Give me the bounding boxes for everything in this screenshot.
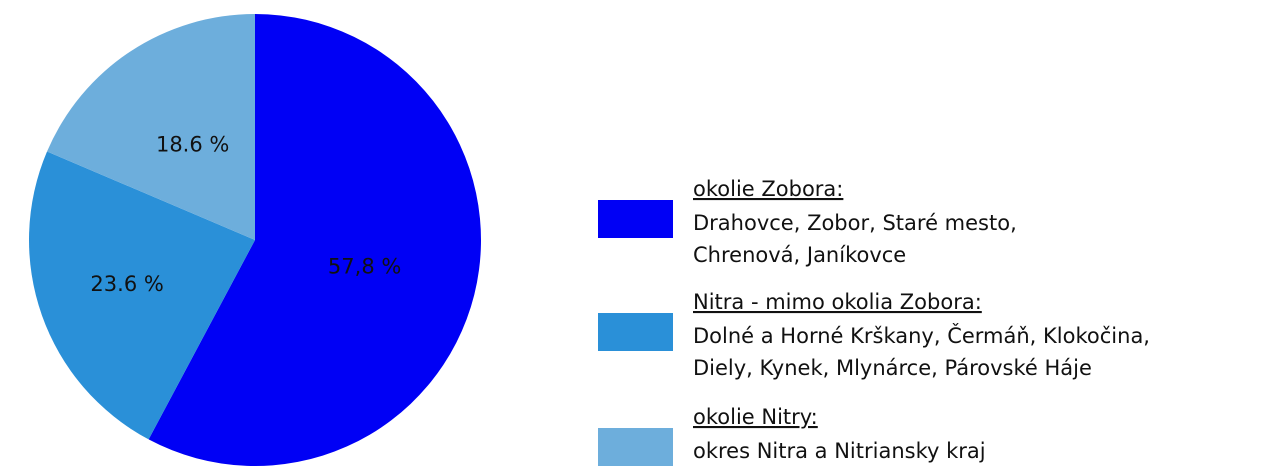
slice-label: 23.6 % bbox=[90, 272, 163, 296]
legend-heading: okolie Zobora: bbox=[693, 177, 843, 201]
legend-description: Chrenová, Janíkovce bbox=[693, 243, 906, 267]
pie-slice bbox=[148, 14, 481, 466]
legend-description: Diely, Kynek, Mlynárce, Párovské Háje bbox=[693, 356, 1092, 380]
legend-heading: Nitra - mimo okolia Zobora: bbox=[693, 290, 982, 314]
legend-swatch bbox=[598, 428, 673, 466]
legend-heading: okolie Nitry: bbox=[693, 405, 818, 429]
legend-swatch bbox=[598, 313, 673, 351]
legend-description: Drahovce, Zobor, Staré mesto, bbox=[693, 211, 1017, 235]
slice-label: 57,8 % bbox=[328, 254, 401, 278]
legend-swatch bbox=[598, 200, 673, 238]
legend-description: Dolné a Horné Krškany, Čermáň, Klokočina… bbox=[693, 323, 1150, 348]
slice-label: 18.6 % bbox=[156, 133, 229, 157]
legend-description: okres Nitra a Nitriansky kraj bbox=[693, 439, 986, 463]
pie-slice bbox=[29, 151, 256, 440]
pie-slice bbox=[47, 14, 255, 240]
